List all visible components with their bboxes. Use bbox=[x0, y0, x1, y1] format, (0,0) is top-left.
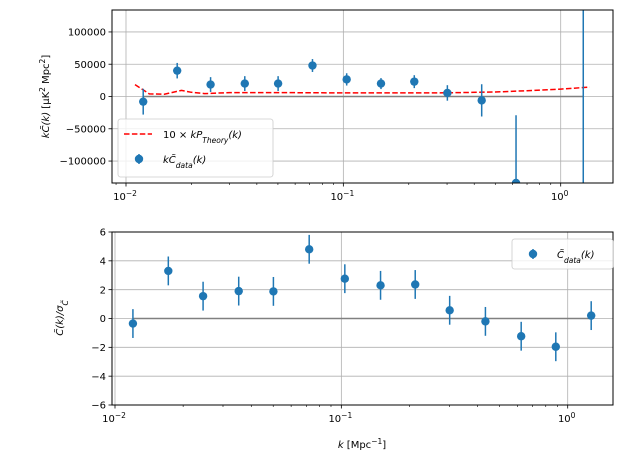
data-point bbox=[164, 256, 173, 286]
data-point bbox=[411, 270, 420, 299]
legend-label: C̃data(k) bbox=[557, 248, 594, 264]
y-tick-label: −50000 bbox=[66, 124, 106, 135]
marker bbox=[410, 77, 419, 86]
y-tick-label: −6 bbox=[91, 401, 106, 412]
marker bbox=[376, 79, 386, 88]
marker bbox=[273, 79, 283, 88]
marker bbox=[340, 274, 350, 283]
marker bbox=[206, 80, 215, 89]
x-tick-label: 100 bbox=[558, 411, 576, 426]
data-point bbox=[376, 78, 386, 90]
marker bbox=[308, 61, 317, 70]
marker bbox=[445, 306, 454, 315]
legend-label: kC̃data(k) bbox=[163, 153, 206, 169]
legend: C̃data(k) bbox=[511, 238, 614, 270]
data-point bbox=[340, 264, 350, 294]
x-tick-label: 100 bbox=[551, 189, 569, 204]
y-tick-label: 50000 bbox=[74, 60, 106, 71]
y-tick-label: 4 bbox=[100, 256, 106, 267]
marker bbox=[128, 319, 138, 328]
top-panel: 100000 50000 0 −50000 −100000 10−2 10−1 100 kC̃(… bbox=[38, 9, 614, 387]
marker bbox=[269, 287, 278, 296]
data-point bbox=[128, 309, 138, 338]
marker bbox=[545, 286, 553, 294]
data-point bbox=[376, 270, 385, 300]
data-point bbox=[172, 62, 182, 79]
marker bbox=[511, 178, 521, 183]
marker bbox=[342, 75, 351, 84]
data-point bbox=[240, 76, 249, 92]
y-tick-label: 100000 bbox=[68, 28, 106, 39]
y-tick-label: −2 bbox=[91, 343, 106, 354]
data-point bbox=[304, 234, 314, 264]
legend-label: 10 × kPTheory(k) bbox=[163, 130, 242, 145]
y-tick-label: 6 bbox=[100, 228, 106, 239]
data-point bbox=[481, 306, 490, 336]
legend-item: kC̃data(k) bbox=[134, 153, 206, 170]
marker bbox=[586, 311, 596, 320]
marker bbox=[477, 96, 486, 105]
data-point bbox=[445, 295, 454, 325]
x-tick-label: 10−1 bbox=[328, 411, 352, 426]
data-point bbox=[443, 85, 452, 101]
x-tick-label: 10−2 bbox=[102, 411, 126, 426]
data-point bbox=[273, 76, 283, 92]
legend-marker-icon bbox=[134, 154, 144, 164]
marker bbox=[172, 66, 182, 75]
x-tick-label: 10−2 bbox=[113, 189, 137, 204]
y-axis-label: C̃(k)/σC̃ bbox=[53, 299, 69, 335]
y-tick-label: 0 bbox=[100, 92, 106, 103]
theory-line bbox=[134, 83, 590, 95]
x-axis-label: k [Mpc−1] bbox=[338, 437, 386, 452]
data-point bbox=[234, 276, 243, 306]
data-point bbox=[545, 193, 553, 387]
data-point bbox=[586, 301, 596, 331]
legend-item: C̃data(k) bbox=[528, 248, 594, 265]
data-point bbox=[308, 59, 317, 72]
marker bbox=[234, 286, 243, 296]
legend-frame bbox=[511, 238, 614, 270]
y-tick-label: 2 bbox=[100, 285, 106, 296]
y-tick-label: −100000 bbox=[59, 157, 106, 168]
legend-frame bbox=[117, 118, 274, 178]
marker bbox=[164, 266, 173, 276]
marker bbox=[139, 97, 148, 106]
marker bbox=[443, 88, 452, 98]
data-point bbox=[477, 84, 486, 117]
marker bbox=[551, 342, 561, 351]
x-tick-label: 10−1 bbox=[330, 189, 354, 204]
legend-marker-icon bbox=[528, 249, 538, 259]
data-point bbox=[582, 10, 585, 183]
data-point bbox=[516, 321, 526, 351]
data-point bbox=[139, 88, 148, 115]
bottom-panel: 6 4 2 0 −2 −4 −610−2 10−1 100 C̃(k)/σC̃ k [Mpc−1] C… bbox=[53, 228, 614, 452]
marker bbox=[516, 332, 526, 341]
y-tick-label: −4 bbox=[91, 372, 106, 383]
data-point bbox=[551, 332, 561, 362]
marker bbox=[304, 245, 314, 254]
marker bbox=[198, 291, 208, 301]
data-point bbox=[410, 75, 419, 89]
y-axis-label: kC̃(k) [μK2 Mpc2] bbox=[38, 55, 53, 139]
y-tick-label: 0 bbox=[100, 314, 106, 325]
plot-area bbox=[134, 10, 590, 387]
marker bbox=[481, 317, 490, 326]
marker bbox=[376, 281, 385, 290]
marker bbox=[240, 79, 249, 88]
plot-area bbox=[128, 234, 596, 362]
legend: 10 × kPTheory(k) kC̃data(k) bbox=[117, 118, 274, 178]
data-point bbox=[342, 73, 351, 86]
legend-item: 10 × kPTheory(k) bbox=[124, 130, 242, 145]
data-point bbox=[269, 276, 278, 306]
data-point bbox=[206, 77, 215, 92]
marker bbox=[411, 280, 420, 289]
data-point bbox=[198, 281, 208, 311]
